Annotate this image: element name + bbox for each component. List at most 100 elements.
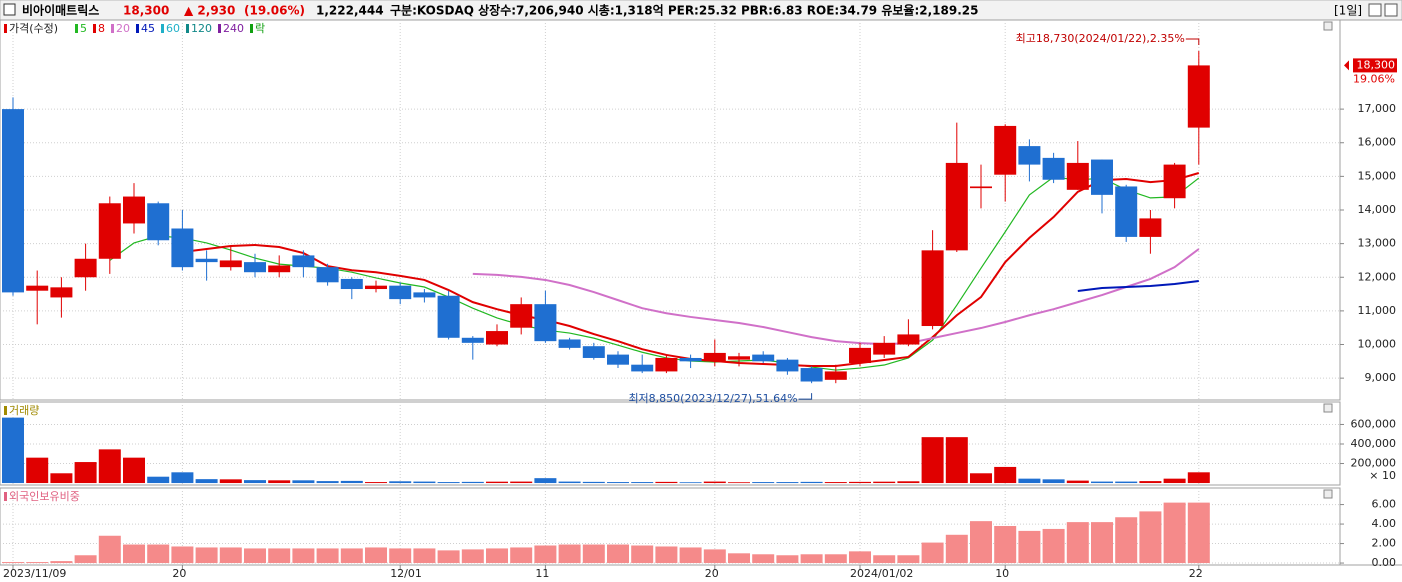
bar — [1163, 502, 1186, 564]
bar — [26, 562, 49, 564]
bar — [413, 481, 436, 484]
candle-body — [510, 304, 533, 328]
window-button[interactable] — [1368, 3, 1382, 17]
legend-label: 45 — [141, 22, 155, 35]
bar — [219, 547, 242, 564]
title-marker — [4, 24, 7, 33]
change: ▲ 2,930 — [184, 4, 235, 18]
bar — [558, 544, 581, 564]
candle-body — [897, 334, 920, 345]
ma-line — [1077, 279, 1199, 293]
candle-body — [534, 304, 557, 342]
legend-swatch — [161, 24, 164, 33]
y-tick-label: 11,000 — [1358, 304, 1397, 317]
legend-swatch — [218, 24, 221, 33]
window-button[interactable] — [1384, 3, 1398, 17]
y-tick-label: 400,000 — [1351, 437, 1397, 450]
bar — [413, 548, 436, 564]
candle-body — [970, 186, 992, 189]
y-tick-label: 12,000 — [1358, 270, 1397, 283]
candle-body — [365, 285, 387, 290]
candle-body — [1139, 218, 1162, 237]
title-marker — [4, 406, 7, 415]
bar — [123, 457, 145, 484]
bar — [50, 473, 73, 484]
bar — [921, 542, 944, 564]
bar — [752, 482, 775, 484]
bar — [897, 481, 920, 484]
bar — [897, 555, 920, 564]
period[interactable]: [1일] — [1334, 4, 1362, 18]
legend-swatch — [186, 24, 189, 33]
bar — [945, 437, 968, 484]
candle-body — [413, 292, 436, 298]
candle-body — [1018, 146, 1041, 165]
bar — [607, 482, 629, 484]
bar — [800, 554, 823, 564]
x-tick-label: 20 — [172, 567, 186, 580]
bar — [776, 482, 799, 484]
x-tick-label: 11 — [535, 567, 549, 580]
x-tick-label: 20 — [705, 567, 719, 580]
panel-button[interactable] — [1323, 21, 1333, 31]
bar — [510, 547, 533, 564]
ma-line — [109, 176, 1200, 371]
bar — [171, 546, 194, 564]
candle-body — [1091, 159, 1113, 195]
candle-body — [292, 255, 315, 268]
bar — [1187, 502, 1210, 564]
candle-body — [945, 162, 968, 251]
candle-body — [316, 267, 339, 283]
last-change: 19.06% — [1353, 72, 1395, 85]
bar — [849, 481, 871, 484]
candle-body — [1042, 157, 1065, 180]
bar — [26, 457, 49, 484]
y-tick-label: 17,000 — [1358, 102, 1397, 115]
y-tick-label: 0.00 — [1372, 556, 1397, 569]
bar — [486, 481, 508, 484]
bar — [655, 481, 678, 484]
stock-info: 구분:KOSDAQ 상장수:7,206,940 시총:1,318억 PER:25… — [390, 3, 978, 18]
legend-swatch — [250, 24, 253, 33]
bar — [389, 548, 412, 564]
candle-body — [268, 265, 291, 273]
ma-line — [472, 248, 1200, 346]
bar — [703, 549, 726, 564]
bar — [437, 550, 460, 564]
bar — [728, 553, 750, 564]
bar — [970, 473, 992, 484]
checkbox[interactable] — [3, 3, 16, 16]
y-tick-label: 14,000 — [1358, 203, 1397, 216]
annotation-arrow — [798, 393, 813, 400]
stock-name: 비아이매트릭스 — [22, 3, 99, 18]
x-tick-label: 12/01 — [390, 567, 422, 580]
panel-button[interactable] — [1323, 403, 1333, 413]
candle-body — [703, 352, 726, 362]
candle-body — [219, 260, 242, 268]
bar — [123, 544, 145, 564]
candle-body — [1187, 65, 1210, 128]
bar — [171, 472, 194, 484]
bar — [1163, 478, 1186, 484]
x-tick-label: 2024/01/02 — [850, 567, 913, 580]
candle-body — [776, 359, 799, 372]
y-tick-label: 600,000 — [1351, 417, 1397, 430]
bar — [74, 462, 97, 484]
candle-body — [98, 203, 121, 259]
bar — [994, 526, 1017, 564]
bar — [534, 478, 557, 484]
x-tick-label: 22 — [1189, 567, 1203, 580]
bar — [195, 479, 218, 484]
bar — [1139, 481, 1162, 484]
price: 18,300 — [123, 4, 169, 18]
candle-body — [752, 354, 775, 362]
bar — [1066, 522, 1089, 564]
bar — [219, 479, 242, 484]
legend-label: 락 — [255, 22, 265, 35]
candle-body — [824, 371, 847, 380]
panel-button[interactable] — [1323, 489, 1333, 499]
bar — [365, 547, 387, 564]
bar — [824, 482, 847, 484]
y-tick-label: 9,000 — [1365, 371, 1397, 384]
